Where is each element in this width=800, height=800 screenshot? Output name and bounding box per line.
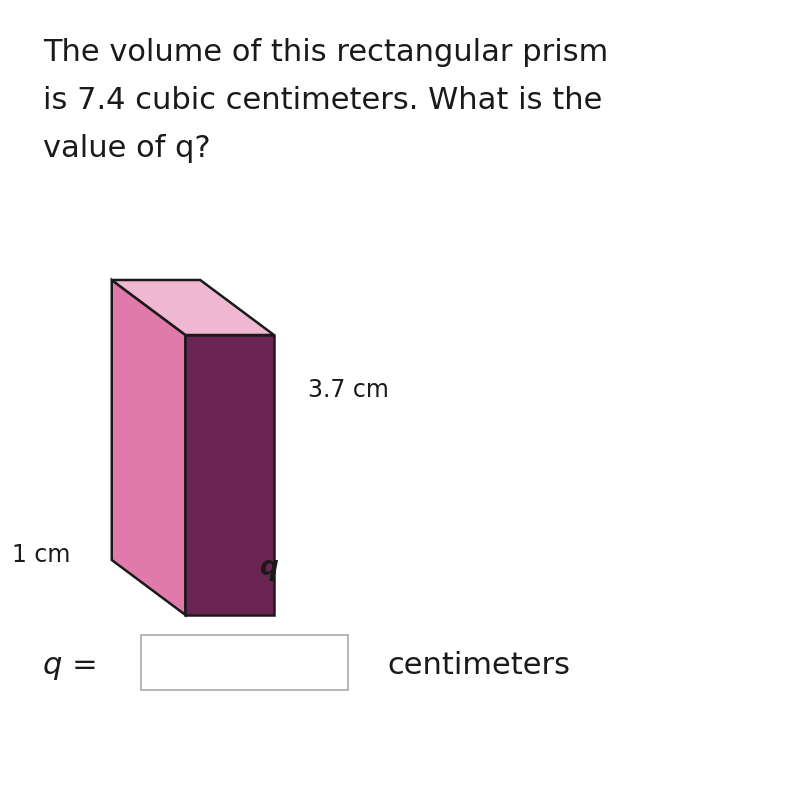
Text: q =: q = — [43, 650, 98, 679]
Text: q: q — [259, 555, 278, 581]
Bar — [142, 635, 348, 690]
Text: is 7.4 cubic centimeters. What is the: is 7.4 cubic centimeters. What is the — [43, 86, 602, 115]
Polygon shape — [186, 335, 274, 615]
Text: 3.7 cm: 3.7 cm — [308, 378, 390, 402]
Text: 1 cm: 1 cm — [12, 543, 70, 567]
Polygon shape — [112, 280, 186, 615]
Polygon shape — [112, 280, 274, 335]
Text: The volume of this rectangular prism: The volume of this rectangular prism — [43, 38, 608, 67]
Text: centimeters: centimeters — [387, 650, 570, 679]
Text: value of q?: value of q? — [43, 134, 210, 163]
